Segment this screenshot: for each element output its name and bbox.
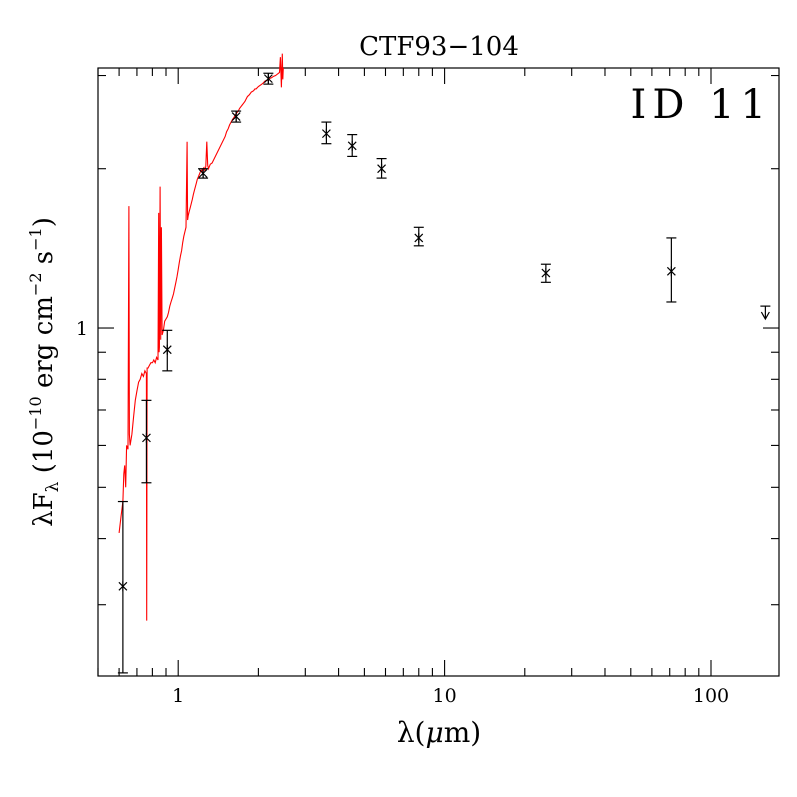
x-axis-label-mu: μ: [425, 716, 443, 749]
data-point: [413, 226, 424, 247]
upper-limit-arrow: [760, 311, 770, 321]
y-label-close: ): [29, 217, 59, 227]
data-point: [162, 329, 173, 372]
upper-limit-point: [760, 305, 771, 321]
axis-ticks: [97, 68, 779, 676]
y-label-mid: erg cm: [29, 296, 59, 396]
y-tick-label: 1: [76, 318, 88, 340]
x-axis-label-prefix: λ(: [397, 716, 426, 749]
data-point: [198, 168, 209, 179]
x-tick-label: 100: [693, 685, 729, 707]
y-label-f: F: [29, 492, 59, 510]
data-point: [231, 110, 242, 123]
axis-tick-labels: 1 10 100 1: [76, 318, 729, 707]
data-point: [141, 399, 152, 484]
data-point: [263, 72, 274, 85]
data-point: [117, 500, 128, 674]
y-label-exp1: −10: [26, 396, 45, 430]
y-label-sub: λ: [43, 481, 63, 492]
x-axis-label-suffix: m): [444, 716, 481, 749]
plot-frame: [97, 67, 780, 677]
y-axis-label: λFλ (10−10 erg cm−2 s−1): [26, 217, 63, 527]
x-axis-label: λ(μm): [397, 716, 481, 749]
photometry-points: [117, 72, 771, 674]
data-point: [376, 158, 387, 179]
x-tick-label: 1: [172, 685, 184, 707]
y-label-lambda: λ: [29, 510, 59, 526]
y-label-s: s: [29, 251, 59, 273]
y-label-open: (10: [29, 430, 59, 482]
data-point: [540, 263, 551, 283]
source-id-annotation: ID 11: [631, 82, 772, 128]
x-tick-label: 10: [433, 685, 457, 707]
y-label-exp3: −1: [26, 227, 45, 251]
data-point: [321, 121, 332, 145]
chart-title: CTF93−104: [359, 32, 519, 62]
data-point: [666, 237, 677, 303]
y-label-exp2: −2: [26, 272, 45, 296]
spectrum-line: [118, 53, 284, 621]
data-point: [347, 134, 358, 158]
